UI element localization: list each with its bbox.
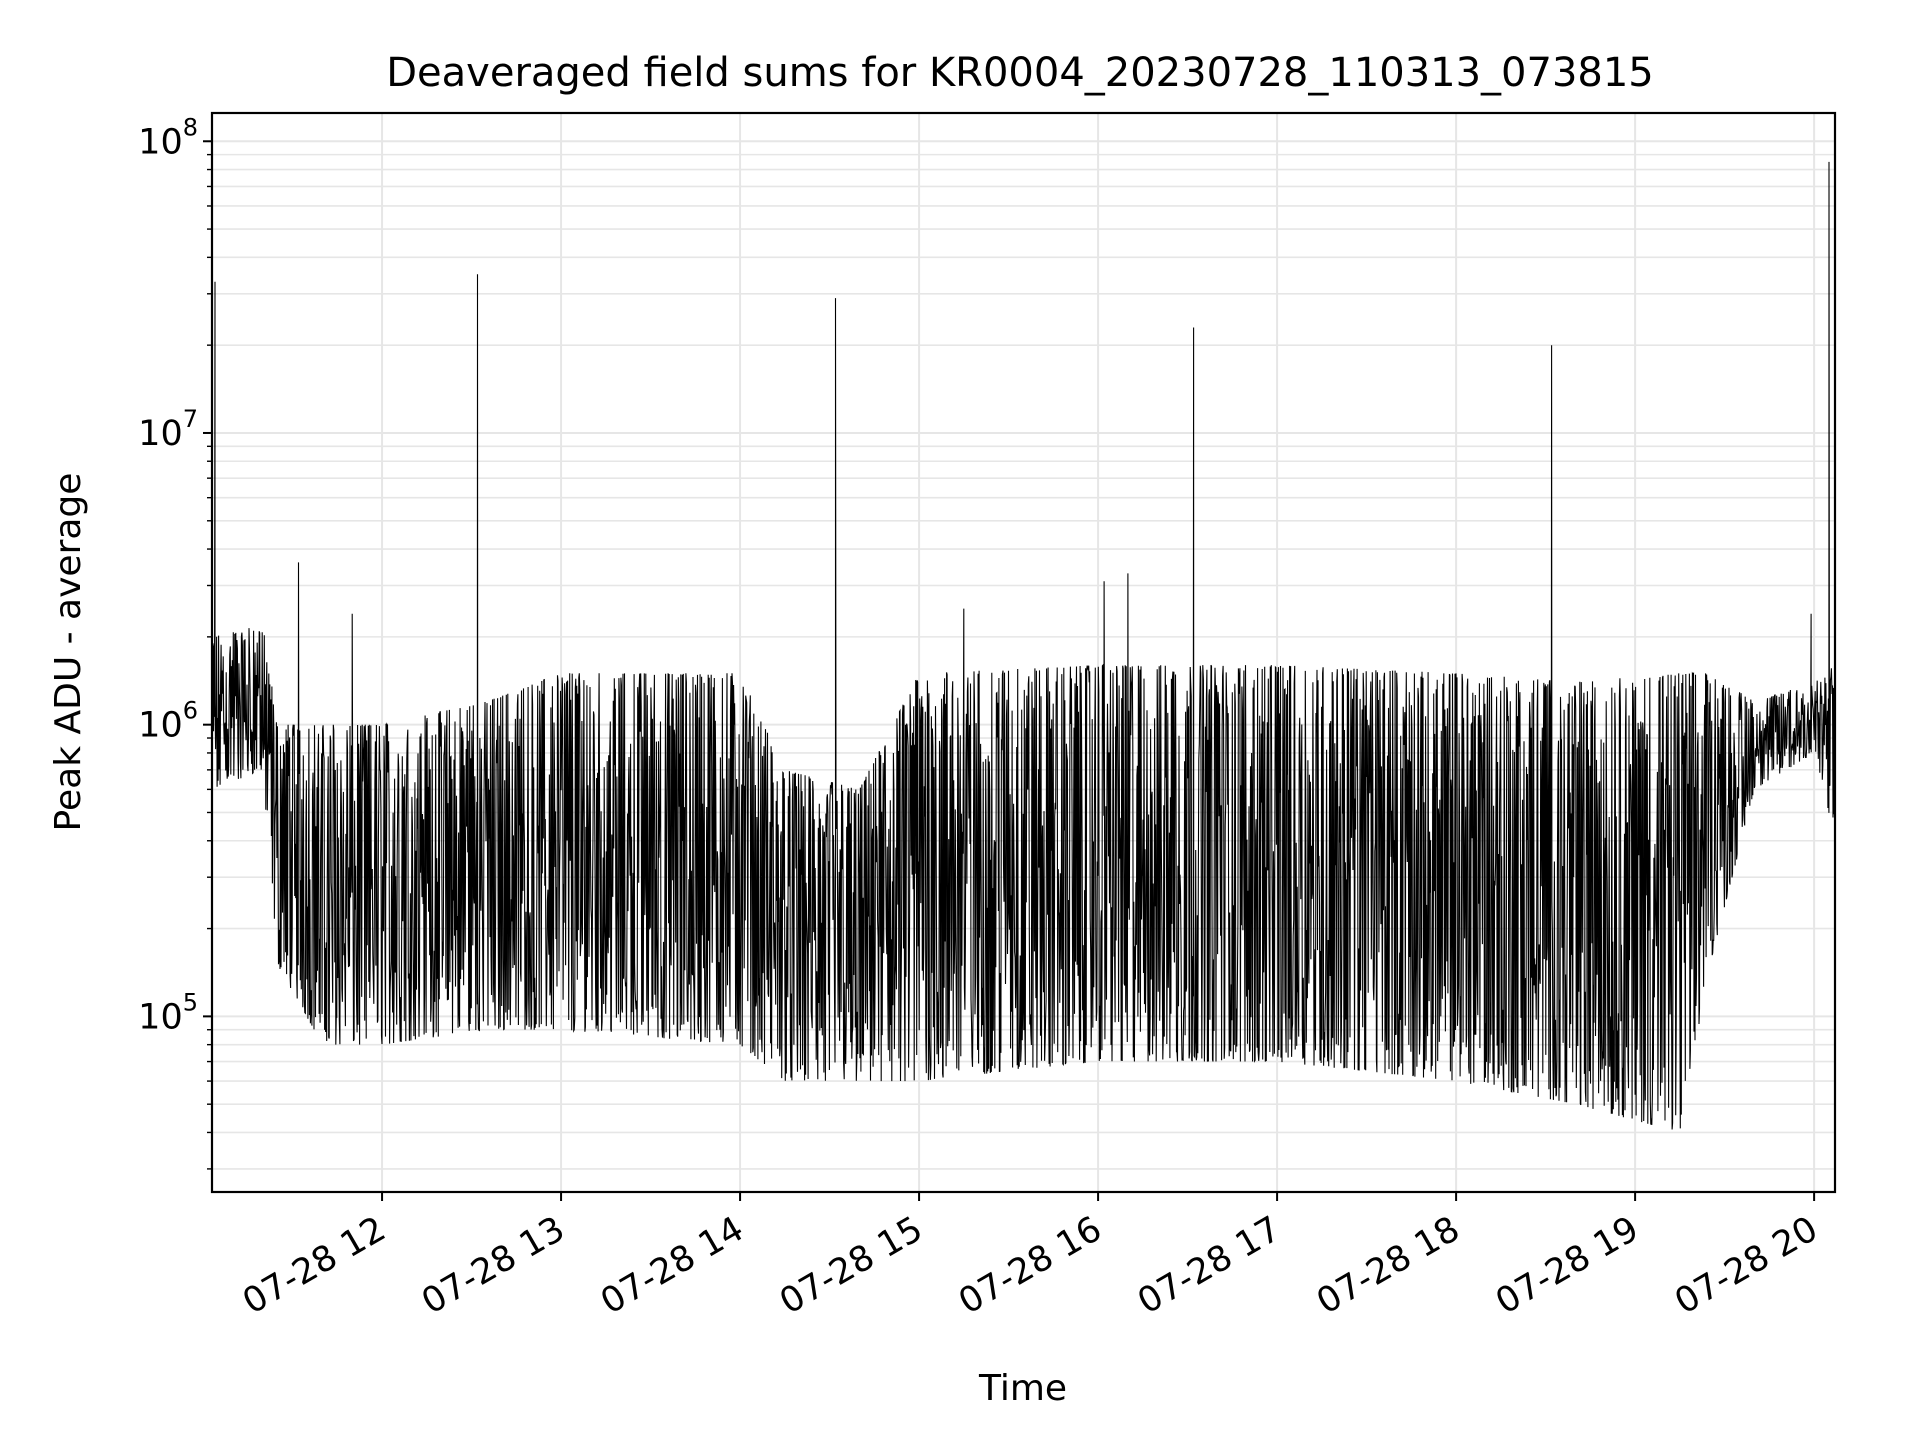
y-tick-label: 106 [138, 697, 198, 746]
plot-area [211, 161, 1836, 1130]
x-axis-label: Time [978, 1368, 1067, 1409]
y-axis: 105 106 107 108 [138, 113, 212, 1170]
y-axis-label: Peak ADU - average [48, 473, 89, 832]
chart-title: Deaveraged field sums for KR0004_2023072… [386, 50, 1654, 96]
series-line [211, 161, 1836, 1130]
y-tick-label: 108 [138, 113, 198, 162]
y-tick-label: 105 [138, 988, 198, 1037]
plot-frame [210, 111, 1837, 1194]
y-tick-label: 107 [138, 405, 198, 454]
